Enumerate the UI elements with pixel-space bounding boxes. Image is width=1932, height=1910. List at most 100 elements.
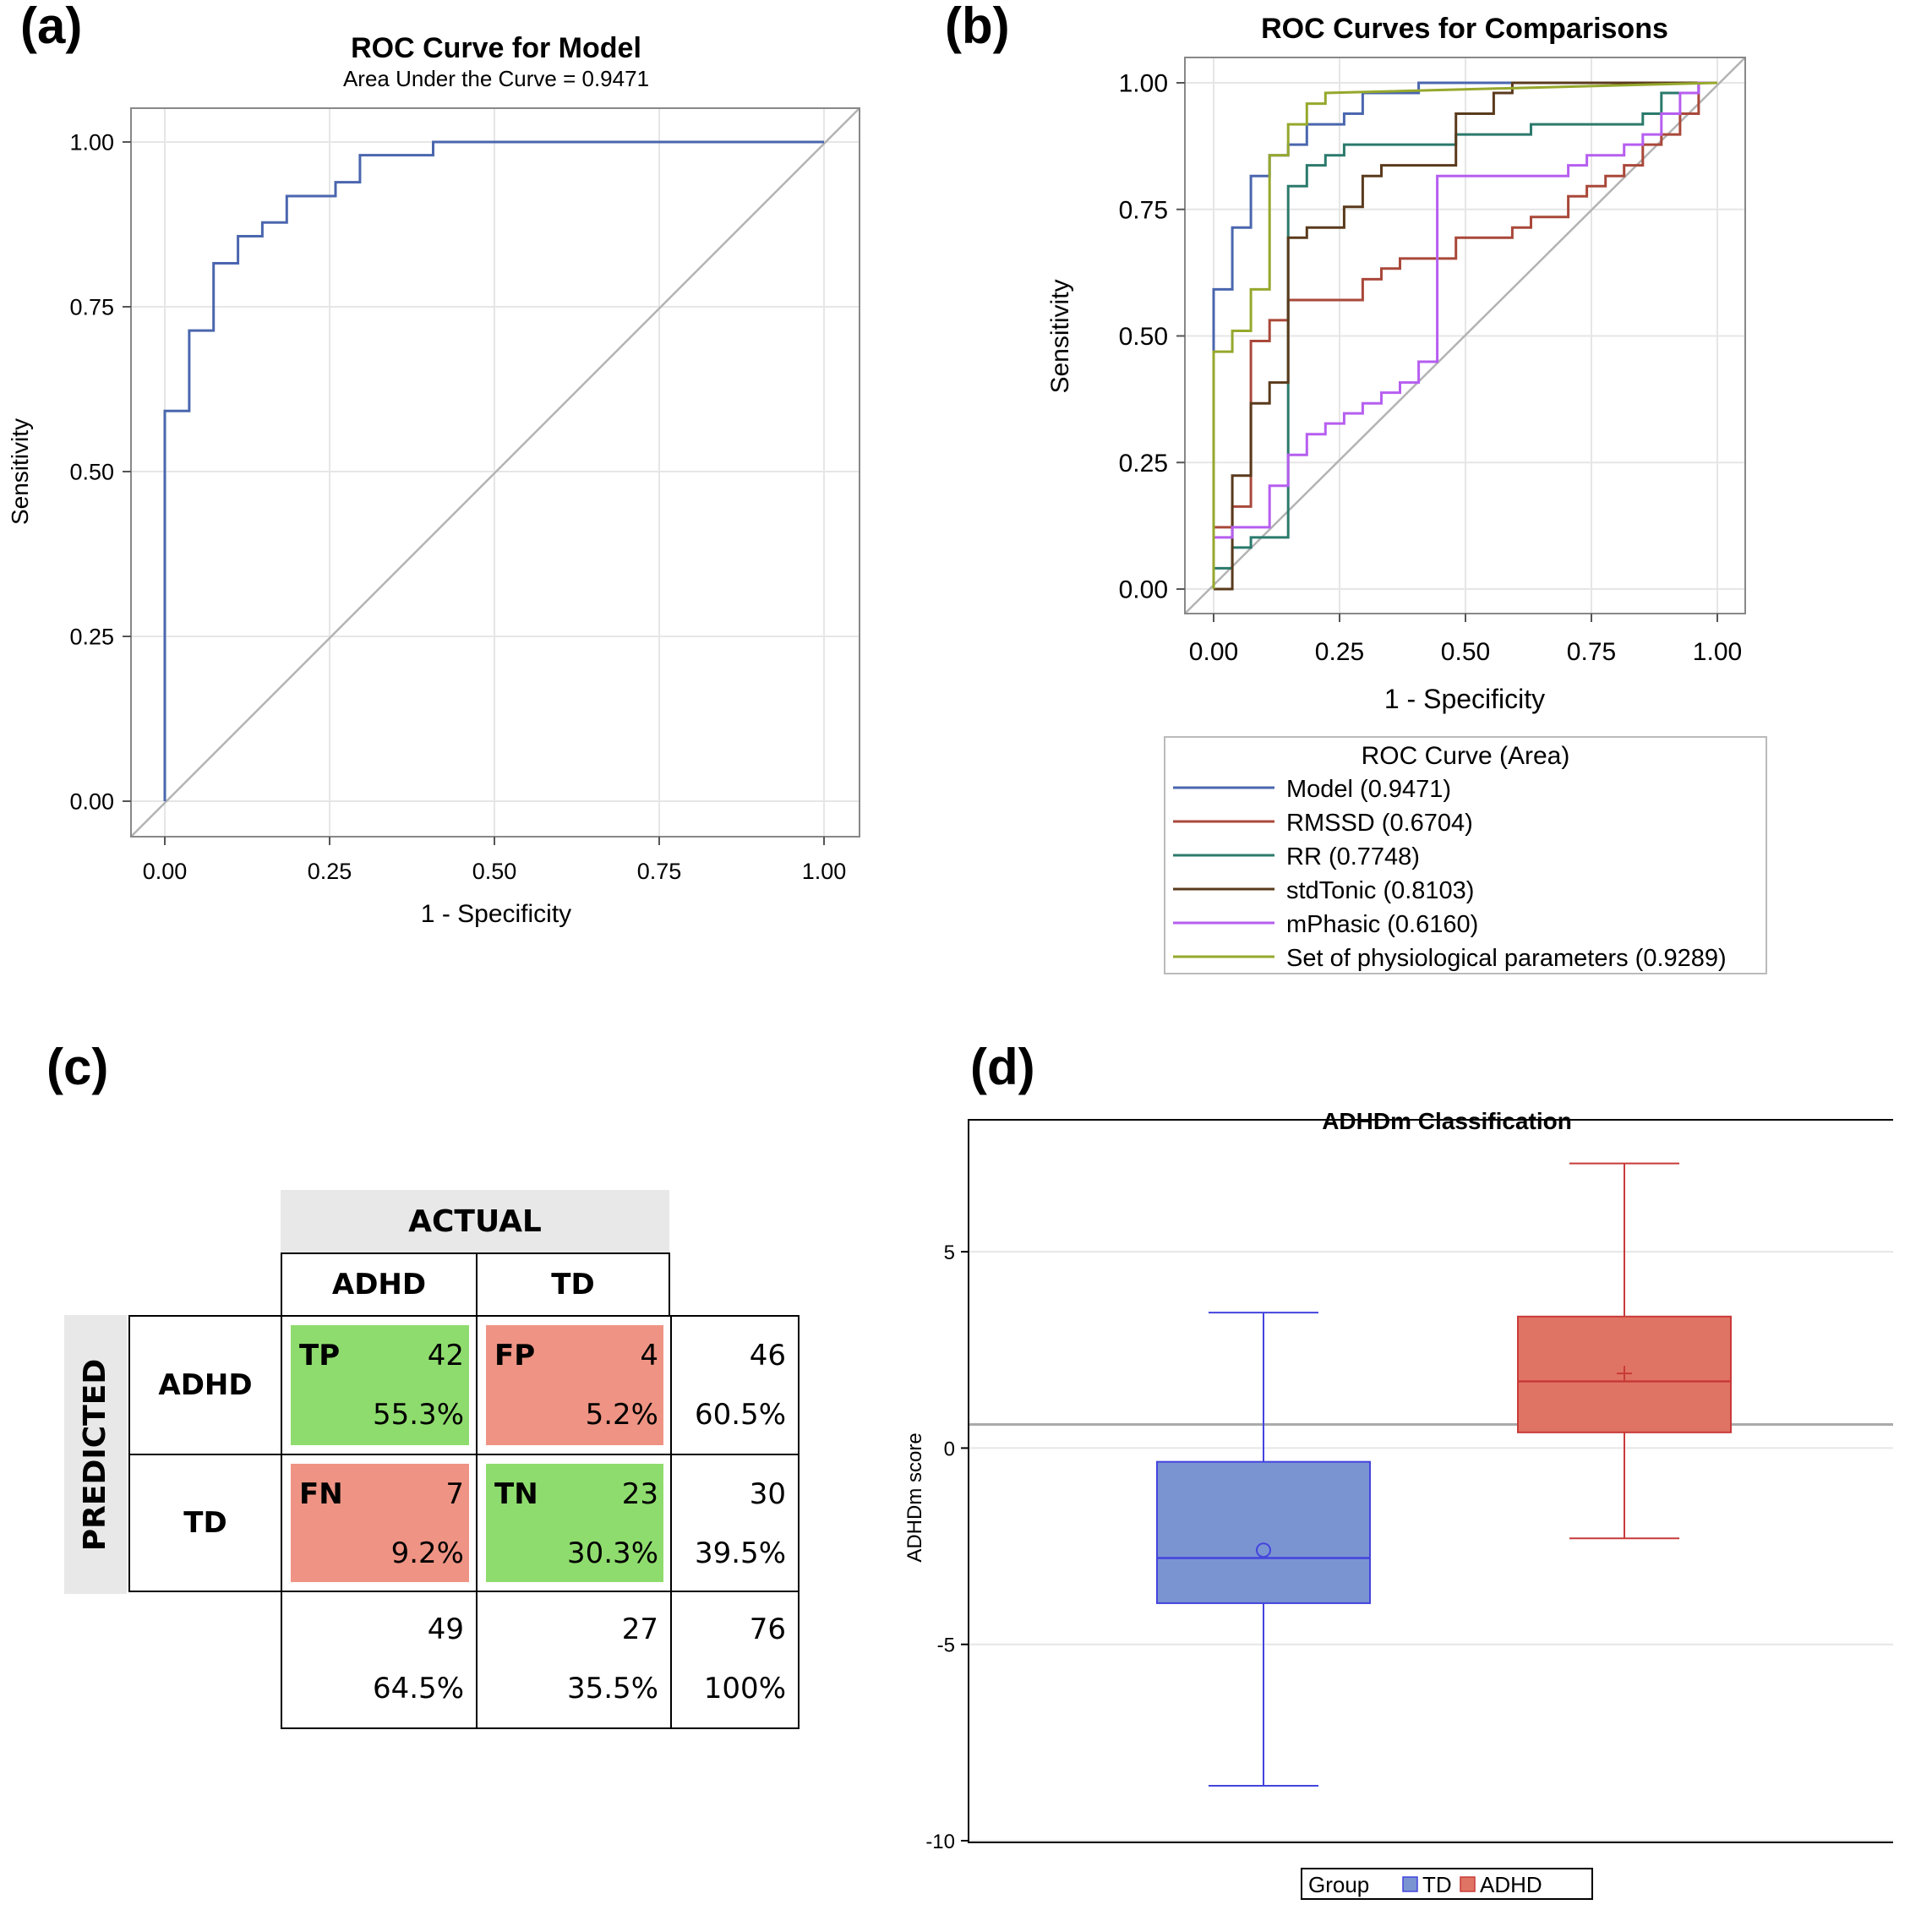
roc-a-diagonal-group (130, 107, 860, 838)
legend-label-adhd: ADHD (1480, 1872, 1542, 1897)
d-plot-frame (968, 1119, 1893, 1843)
cell-fp-pct: 5.2% (585, 1398, 658, 1432)
predicted-header: PREDICTED (64, 1315, 127, 1594)
cell-tn-code: TN (494, 1477, 538, 1511)
roc-a-ylabel: Sensitivity (7, 418, 33, 525)
roc-b-diagonal-group (1184, 57, 1746, 614)
a-xtick-label-3: 0.75 (637, 859, 682, 884)
col-total-adhd: 49 64.5% (281, 1591, 476, 1729)
legend-label-stdTonic: stdTonic (0.8103) (1286, 877, 1474, 904)
roc-a-ticks-group: 0.00 0.00 0.25 0.25 0.50 0.50 0.75 0.75 1.00 1.00 (69, 129, 846, 884)
row-header-td: TD (128, 1454, 281, 1592)
boxplot-ylabel: ADHDm score (903, 1432, 926, 1562)
b-xtick-label-4: 1.00 (1693, 638, 1742, 666)
roc-b-ylabel: Sensitivity (1046, 279, 1074, 393)
cell-fp-code: FP (494, 1339, 536, 1372)
roc-a-series-group (163, 140, 824, 801)
a-ytick-label-1: 0.25 (69, 624, 114, 649)
col-header-adhd: ADHD (281, 1252, 476, 1315)
boxplot-grid (969, 1251, 1893, 1842)
b-series-RR (1212, 81, 1717, 589)
legend-label-td: TD (1422, 1872, 1452, 1897)
cell-tn: TN 23 30.3% (476, 1454, 670, 1592)
grand-total-count: 76 (749, 1613, 786, 1646)
cell-fp-count: 4 (640, 1339, 658, 1372)
boxplot-boxes (1156, 1162, 1732, 1787)
cell-fn-count: 7 (445, 1477, 464, 1511)
roc-b-legend-box (1164, 736, 1767, 974)
grand-total-pct: 100% (703, 1672, 786, 1705)
boxplot-chart-d: ADHDm Classification -10 -5 0 5 ADHDm score… (903, 1108, 1893, 1900)
legend-label-RMSSD: RMSSD (0.6704) (1286, 810, 1473, 837)
cell-tp-count: 42 (427, 1339, 464, 1372)
cell-fn-fill (291, 1464, 469, 1582)
a-ytick-label-2: 0.50 (69, 459, 114, 484)
b-ytick-label-0: 0.00 (1119, 576, 1168, 604)
actual-header: ACTUAL (281, 1190, 669, 1252)
a-xtick-label-4: 1.00 (802, 859, 847, 884)
b-ytick-label-1: 0.25 (1119, 450, 1168, 478)
cell-fp-fill (486, 1325, 663, 1445)
b-xtick-label-3: 0.75 (1567, 638, 1616, 666)
d-ytick-label-2: 0 (944, 1438, 955, 1460)
roc-b-legend-title: ROC Curve (Area) (1362, 742, 1570, 770)
cell-fn-pct: 9.2% (390, 1536, 464, 1570)
panel-label-c: (c) (46, 1039, 109, 1095)
b-series-stdTonic (1214, 81, 1717, 591)
a-ytick-label-3: 0.75 (69, 294, 114, 319)
b-ytick-label-2: 0.50 (1119, 323, 1168, 351)
b-xtick-label-1: 0.25 (1315, 638, 1364, 666)
panel-label-d: (d) (970, 1039, 1035, 1095)
cell-tn-pct: 30.3% (566, 1536, 658, 1570)
cell-fn: FN 7 9.2% (281, 1454, 476, 1592)
boxplot-ticks-group: -10 -5 0 5 (925, 1242, 969, 1853)
legend-swatch-adhd (1460, 1876, 1476, 1892)
row-total-td-pct: 39.5% (694, 1536, 786, 1570)
roc-b-title: ROC Curves for Comparisons (1261, 13, 1668, 45)
b-xtick-label-2: 0.50 (1441, 638, 1490, 666)
b-series-Set (1212, 81, 1718, 589)
b-series-RMSSD (1212, 81, 1717, 589)
predicted-label: PREDICTED (78, 1358, 113, 1551)
row-total-adhd-pct: 60.5% (694, 1398, 786, 1432)
cell-tn-fill (486, 1464, 663, 1582)
mean-marker-adhd (1617, 1366, 1632, 1382)
legend-label-mPhasic: mPhasic (0.6160) (1286, 911, 1478, 938)
a-ytick-label-4: 1.00 (69, 129, 114, 155)
d-ytick-label-1: -5 (937, 1634, 955, 1657)
col-header-td: TD (476, 1252, 670, 1315)
cell-fp: FP 4 5.2% (476, 1315, 670, 1454)
cell-tp: TP 42 55.3% (281, 1315, 476, 1454)
a-xtick-label-0: 0.00 (143, 859, 188, 884)
cell-tp-pct: 55.3% (372, 1398, 464, 1432)
mean-marker-td (1256, 1542, 1271, 1558)
roc-b-ticks-group: 0.00 0.00 0.25 0.25 0.50 0.50 0.75 0.75 1.00 1.00 (1119, 70, 1743, 667)
cell-tp-code: TP (299, 1339, 341, 1372)
a-series-Model (163, 140, 824, 801)
roc-a-subtitle: Area Under the Curve = 0.9471 (343, 66, 649, 91)
d-ytick-label-3: 5 (944, 1242, 955, 1264)
roc-b-xlabel: 1 - Specificity (1384, 684, 1545, 714)
a-diagonal-line (130, 107, 860, 838)
b-xtick-label-0: 0.00 (1189, 638, 1238, 666)
roc-b-series-group (1212, 81, 1718, 591)
panel-label-a: (a) (20, 0, 83, 54)
legend-label-Model: Model (0.9471) (1286, 776, 1451, 803)
roc-chart-a: 0.00 0.00 0.25 0.25 0.50 0.50 0.75 0.75 1.00 1.00… (7, 32, 860, 928)
b-ytick-label-4: 1.00 (1119, 70, 1168, 98)
cell-tn-count: 23 (621, 1477, 658, 1511)
cell-fn-code: FN (299, 1477, 343, 1511)
boxplot-title: ADHDm Classification (1322, 1108, 1572, 1134)
legend-label-Set: Set of physiological parameters (0.9289) (1286, 945, 1727, 972)
col-total-td: 27 35.5% (476, 1591, 670, 1729)
roc-chart-b: 0.00 0.00 0.25 0.25 0.50 0.50 0.75 0.75 1.00 1.00… (1046, 13, 1767, 974)
a-xtick-label-2: 0.50 (472, 859, 517, 884)
row-total-td-count: 30 (749, 1477, 786, 1511)
b-diagonal-line (1184, 57, 1746, 614)
confusion-matrix: ACTUAL PREDICTED ADHD TD ADHD TD TP 42 5… (0, 1099, 845, 1741)
panel-label-b: (b) (945, 0, 1010, 54)
b-series-mPhasic (1212, 81, 1717, 589)
grand-total: 76 100% (670, 1591, 800, 1729)
d-ytick-label-0: -10 (925, 1831, 955, 1853)
cell-tp-fill (291, 1325, 469, 1445)
